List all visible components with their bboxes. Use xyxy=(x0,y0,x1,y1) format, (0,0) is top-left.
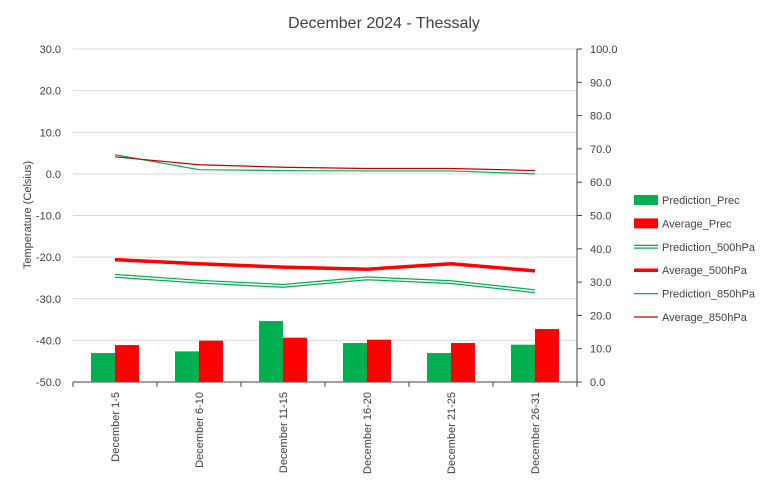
bar-average-prec xyxy=(199,340,223,382)
y-right-tick-label: 30.0 xyxy=(590,277,611,289)
x-tick-label: December 16-20 xyxy=(362,392,374,474)
y-right-tick-label: 10.0 xyxy=(590,344,611,356)
y-left-tick-label: -20.0 xyxy=(36,252,61,264)
legend-label: Prediction_Prec xyxy=(662,195,740,207)
y-left-tick-label: 0.0 xyxy=(46,169,61,181)
x-tick-label: December 21-25 xyxy=(446,392,458,474)
y-right-tick-label: 60.0 xyxy=(590,177,611,189)
x-tick-label: December 6-10 xyxy=(194,392,206,468)
x-tick-label: December 26-31 xyxy=(530,392,542,474)
bar-average-prec xyxy=(283,337,307,382)
legend-label: Prediction_850hPa xyxy=(662,289,756,301)
y-left-tick-label: 30.0 xyxy=(40,44,61,56)
line-prediction-850hpa xyxy=(114,154,536,175)
bar-prediction-prec xyxy=(511,344,535,382)
x-tick-label: December 11-15 xyxy=(278,392,290,473)
y-left-tick-label: 10.0 xyxy=(40,127,61,139)
y-axis-title: Temperature (Celsius) xyxy=(22,161,34,269)
line-average-850hpa xyxy=(114,156,536,172)
bar-average-prec xyxy=(451,343,475,382)
bar-average-prec xyxy=(115,345,139,382)
y-left-tick-label: -10.0 xyxy=(36,211,61,223)
bar-prediction-prec xyxy=(91,353,115,382)
y-right-tick-label: 80.0 xyxy=(590,111,611,123)
x-tick-label: December 1-5 xyxy=(110,392,122,462)
legend-label: Average_850hPa xyxy=(662,312,748,324)
legend-label: Average_Prec xyxy=(662,218,732,230)
y-left-tick-label: -40.0 xyxy=(36,335,61,347)
bar-average-prec xyxy=(535,329,559,382)
line-prediction-500hpa xyxy=(114,273,536,294)
y-right-tick-label: 50.0 xyxy=(590,211,611,223)
legend-label: Average_500hPa xyxy=(662,265,748,277)
line-average-500hpa xyxy=(114,257,536,273)
y-left-tick-label: -30.0 xyxy=(36,294,61,306)
chart-title: December 2024 - Thessaly xyxy=(288,15,480,32)
y-right-tick-label: 40.0 xyxy=(590,244,611,256)
y-right-tick-label: 70.0 xyxy=(590,144,611,156)
y-right-tick-label: 100.0 xyxy=(590,44,618,56)
legend-swatch-prediction-prec xyxy=(634,195,658,205)
legend-swatch-average-prec xyxy=(634,218,658,229)
bar-prediction-prec xyxy=(427,353,451,382)
bar-prediction-prec xyxy=(259,321,283,382)
y-left-tick-label: -50.0 xyxy=(36,377,61,389)
line-prediction-500hpa-inner xyxy=(114,275,536,293)
y-left-tick-label: 20.0 xyxy=(40,86,61,98)
bar-average-prec xyxy=(367,339,391,382)
legend-label: Prediction_500hPa xyxy=(662,242,756,254)
bar-prediction-prec xyxy=(343,343,367,382)
y-right-tick-label: 90.0 xyxy=(590,77,611,89)
bar-prediction-prec xyxy=(175,351,199,382)
y-right-tick-label: 20.0 xyxy=(590,310,611,322)
y-right-tick-label: 0.0 xyxy=(590,377,605,389)
